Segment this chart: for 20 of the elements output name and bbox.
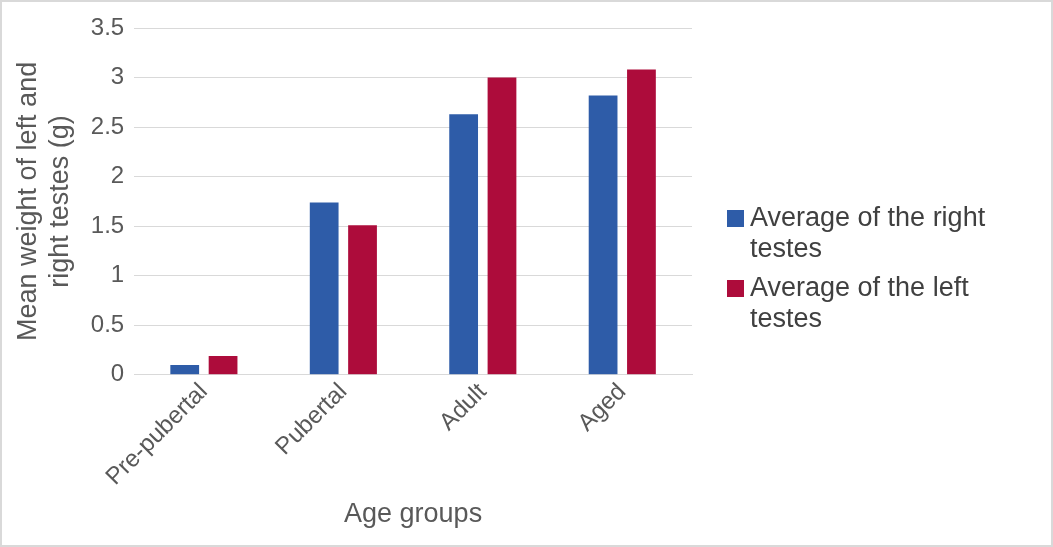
bar: [627, 69, 656, 375]
legend-label: Average of the right testes: [750, 202, 987, 264]
bar: [309, 202, 339, 375]
bar: [170, 364, 200, 375]
bar: [348, 225, 377, 375]
y-tick-label: 3.5: [90, 12, 125, 40]
y-axis-title: Mean weight of left and right testes (g): [11, 61, 75, 342]
y-tick-label: 1: [110, 260, 125, 288]
bar: [208, 356, 238, 375]
y-tick-label: 1.5: [90, 210, 125, 238]
x-axis-title: Age groups: [344, 498, 483, 529]
legend-label: Average of the left testes: [750, 272, 970, 334]
y-tick-label: 3: [110, 62, 125, 90]
bar: [588, 95, 618, 375]
y-tick-label: 2: [110, 161, 125, 189]
bar: [449, 114, 479, 375]
y-tick-label: 0: [110, 359, 125, 387]
bar: [487, 77, 517, 375]
y-tick-label: 0.5: [90, 309, 125, 337]
y-tick-label: 2.5: [90, 111, 125, 139]
